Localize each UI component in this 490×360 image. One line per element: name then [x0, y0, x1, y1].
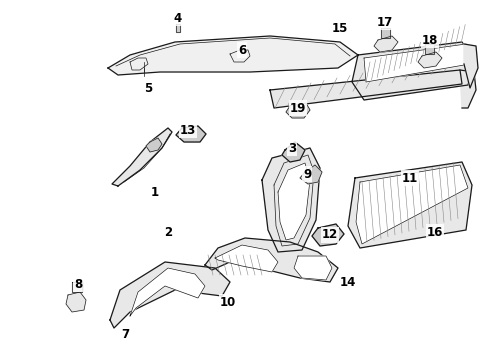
- Text: 9: 9: [303, 167, 311, 180]
- Polygon shape: [460, 70, 476, 108]
- Polygon shape: [418, 52, 442, 68]
- Polygon shape: [262, 148, 320, 252]
- Text: 7: 7: [121, 328, 129, 342]
- Polygon shape: [286, 103, 310, 118]
- Polygon shape: [205, 238, 338, 282]
- Polygon shape: [300, 165, 322, 184]
- Polygon shape: [72, 282, 82, 292]
- Polygon shape: [108, 36, 358, 75]
- Text: 19: 19: [290, 102, 306, 114]
- Text: 8: 8: [74, 278, 82, 291]
- Polygon shape: [364, 44, 470, 82]
- Polygon shape: [374, 36, 398, 52]
- Text: 3: 3: [288, 141, 296, 154]
- Polygon shape: [176, 24, 180, 32]
- Polygon shape: [352, 42, 474, 100]
- Polygon shape: [348, 162, 472, 248]
- Text: 14: 14: [340, 275, 356, 288]
- Text: 1: 1: [151, 185, 159, 198]
- Polygon shape: [130, 268, 205, 316]
- Polygon shape: [146, 138, 162, 152]
- Text: 17: 17: [377, 15, 393, 28]
- Polygon shape: [282, 142, 305, 162]
- Text: 11: 11: [402, 171, 418, 184]
- Text: 18: 18: [422, 33, 438, 46]
- Text: 15: 15: [332, 22, 348, 35]
- Polygon shape: [356, 165, 468, 244]
- Text: 2: 2: [164, 225, 172, 238]
- Polygon shape: [312, 224, 344, 246]
- Polygon shape: [176, 126, 206, 142]
- Polygon shape: [425, 44, 434, 54]
- Polygon shape: [270, 70, 462, 108]
- Polygon shape: [215, 245, 278, 272]
- Text: 6: 6: [238, 44, 246, 57]
- Text: 10: 10: [220, 296, 236, 309]
- Text: 4: 4: [174, 12, 182, 24]
- Polygon shape: [278, 163, 310, 240]
- Polygon shape: [294, 256, 332, 280]
- Text: 13: 13: [180, 123, 196, 136]
- Polygon shape: [112, 128, 172, 186]
- Polygon shape: [464, 44, 478, 88]
- Polygon shape: [110, 262, 230, 328]
- Text: 5: 5: [144, 81, 152, 94]
- Text: 16: 16: [427, 225, 443, 238]
- Text: 12: 12: [322, 229, 338, 242]
- Polygon shape: [381, 28, 390, 38]
- Polygon shape: [66, 292, 86, 312]
